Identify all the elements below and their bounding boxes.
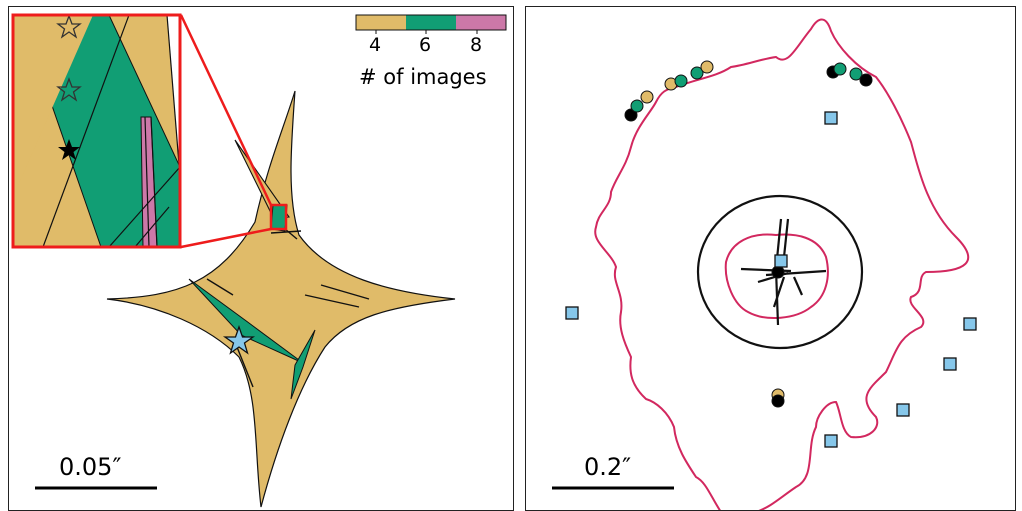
zoom-box <box>269 203 288 231</box>
caustic-region <box>106 90 456 508</box>
critical-curve-inner <box>724 233 829 319</box>
image-plane-plot <box>552 18 977 510</box>
inset <box>11 13 182 249</box>
inset-connector <box>179 14 273 206</box>
colorbar-segment-6 <box>406 15 456 30</box>
colorbar <box>355 14 507 34</box>
colorbar-tick-4: 4 <box>369 34 382 56</box>
caustic-circle <box>696 194 864 350</box>
six-image-region <box>290 329 316 400</box>
colorbar-tick-6: 6 <box>419 34 432 56</box>
lensed-images <box>624 60 873 408</box>
inset-star-filled <box>58 139 80 160</box>
source-star <box>222 325 256 355</box>
inset-folds <box>42 14 181 248</box>
six-image-region <box>270 204 288 232</box>
inset-star-outline <box>56 77 82 102</box>
square-markers <box>565 111 977 448</box>
fold-lines <box>206 228 370 388</box>
scalebar-label: 0.2″ <box>584 453 632 481</box>
caustic-plot <box>11 13 507 508</box>
image-plane-panel: 0.2″ <box>525 6 1016 511</box>
scalebar-label: 0.05″ <box>59 453 122 481</box>
critical-curve-outer <box>594 18 970 510</box>
colorbar-title: # of images <box>359 65 487 89</box>
inset-connector <box>180 227 272 249</box>
caustic-panel: 4 6 8 # of images 0.05″ <box>8 6 514 511</box>
colorbar-tick-8: 8 <box>470 34 483 56</box>
colorbar-segment-4 <box>356 15 406 30</box>
inset-star-outline <box>56 14 82 39</box>
colorbar-segment-8 <box>456 15 506 30</box>
